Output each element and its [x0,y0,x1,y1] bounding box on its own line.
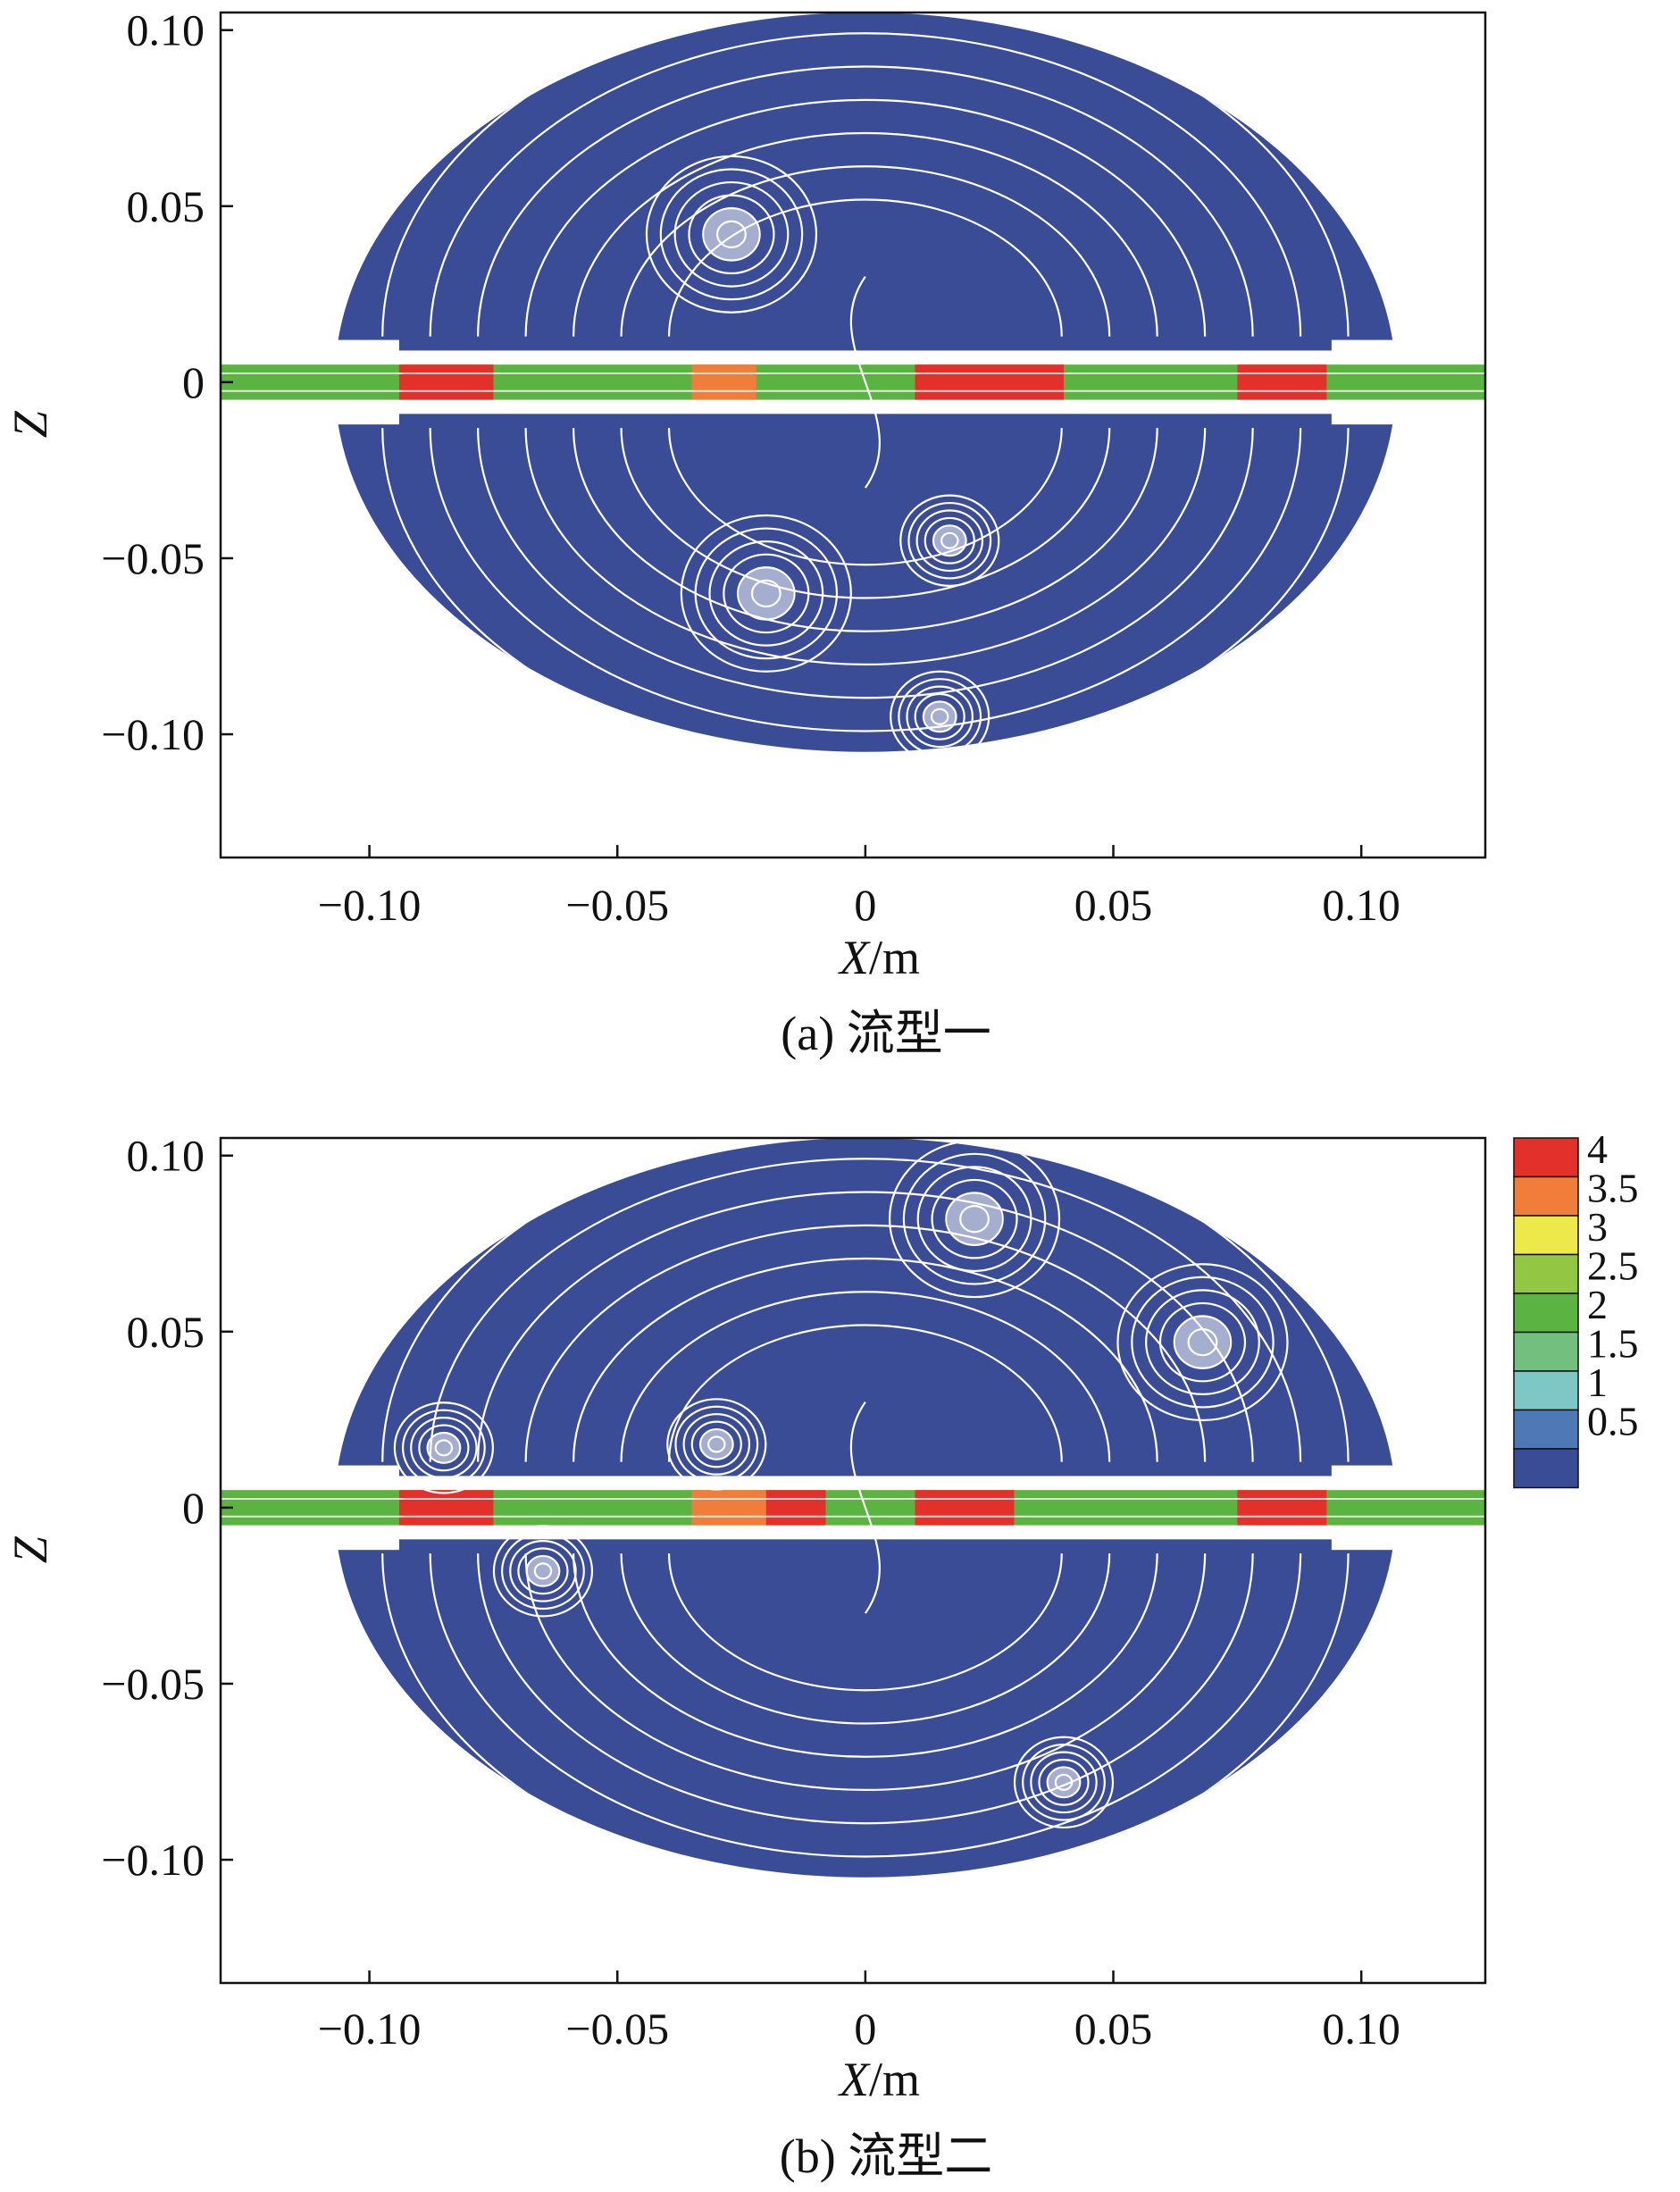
y-tick-label-b-2: 0 [182,1483,205,1533]
streamline-lower-a-1 [381,428,1350,752]
colorbar-swatch-5 [1513,1331,1579,1372]
colorbar-swatch-3 [1513,1253,1579,1294]
jet-band-b-4 [1237,1490,1327,1526]
streamlines-a [381,13,1350,752]
y-tick-label-b-0: 0.10 [127,1131,205,1181]
x-tick-label-a-4: 0.10 [1322,880,1400,930]
jet-band-a-2 [915,364,1064,400]
x-tick-label-b-2: 0 [854,2004,876,2054]
streamline-lower-b-2 [429,1553,1302,1858]
vortex-b-4 [492,1525,594,1618]
jet-band-b-1 [691,1490,766,1526]
axes-frame-a [219,11,1487,859]
streamline-lower-b-3 [477,1553,1254,1824]
center-streamline-a [849,275,882,489]
streamline-upper-b-1 [381,1138,1350,1462]
streamline-upper-b-2 [429,1158,1302,1462]
x-tick-label-b-4: 0.10 [1322,2004,1400,2054]
colorbar-legend: 43.532.521.510.5 [1513,1126,1639,1489]
y-tick-label-a-1: 0.05 [127,181,205,231]
y-tick-label-a-2: 0 [182,357,205,407]
streamline-lower-a-4 [524,428,1207,666]
y-tick-label-b-1: 0.05 [127,1307,205,1357]
x-tick-label-a-3: 0.05 [1074,880,1153,930]
streamline-lower-a-2 [429,428,1302,732]
colorbar-label-0: 4 [1587,1126,1608,1172]
vortex-b-5 [1013,1736,1115,1829]
colorbar-swatch-0 [1513,1137,1579,1178]
streamline-upper-b-6 [620,1291,1111,1462]
caption-b: (b) 流型二 [780,2129,992,2183]
x-tick-label-a-0: −0.10 [318,880,422,930]
x-tick-label-a-1: −0.05 [565,880,669,930]
colorbar-label-5: 1.5 [1587,1321,1639,1367]
y-tick-label-b-3: −0.05 [101,1659,205,1709]
streamline-upper-a-5 [572,132,1158,337]
streamline-lower-a-6 [620,428,1111,599]
y-axis-label-a: Z [4,410,57,438]
colorbar-label-4: 2 [1587,1282,1608,1327]
streamline-lower-b-4 [524,1553,1207,1792]
panel-a: −0.10 −0.05 0 0.05 0.10 0.10 0.05 0 −0.05 −0.10 X/… [4,5,1487,1060]
streamline-lower-a-7 [667,428,1063,565]
colorbar-swatch-4 [1513,1293,1579,1334]
colorbar-label-2: 3 [1587,1204,1608,1250]
vortex-b-3 [393,1401,494,1494]
streamline-upper-a-1 [381,13,1350,337]
streamline-upper-b-7 [667,1324,1063,1462]
center-streamline-b [849,1401,882,1614]
y-tick-label-a-0: 0.10 [127,5,205,55]
vortex-a-3 [890,670,990,752]
streamline-lower-a-5 [572,428,1158,632]
vortex-a-1 [680,514,852,673]
x-axis-label-b: X/m [838,2053,920,2106]
plot-area-a: −0.10 −0.05 0 0.05 0.10 0.10 0.05 0 −0.05 −0.10 X/… [4,5,1487,984]
colorbar-swatch-7 [1513,1409,1579,1450]
jet-band-b-3 [915,1490,1015,1526]
jet-band-a-3 [1237,364,1327,400]
colorbar-swatch-2 [1513,1215,1579,1256]
colorbar-label-7: 0.5 [1587,1399,1639,1444]
colorbar-label-6: 1 [1587,1360,1608,1405]
y-tick-label-a-3: −0.05 [101,533,205,583]
streamline-upper-a-2 [429,32,1302,337]
vortex-a-0 [645,155,818,314]
streamlines-b [381,1138,1350,1878]
streamline-lower-b-1 [381,1553,1350,1878]
panel-b: −0.10 −0.05 0 0.05 0.10 0.10 0.05 0 −0.05 −0.10 X/… [4,1131,1487,2183]
x-tick-label-a-2: 0 [854,880,876,930]
jet-band-a-1 [691,364,756,400]
streamline-lower-b-6 [620,1553,1111,1725]
jet-band-b-0 [398,1490,494,1526]
streamline-lower-a-3 [477,428,1254,699]
plot-area-b: −0.10 −0.05 0 0.05 0.10 0.10 0.05 0 −0.05 −0.10 X/… [4,1131,1487,2106]
jet-band-b-2 [765,1490,826,1526]
axes-frame-b [219,1136,1487,1985]
x-axis-label-a: X/m [838,931,920,984]
caption-a: (a) 流型一 [781,1007,990,1060]
colorbar-label-3: 2.5 [1587,1243,1639,1289]
streamline-lower-b-5 [572,1553,1158,1758]
x-tick-label-b-3: 0.05 [1074,2004,1153,2054]
vortex-b-2 [666,1398,767,1491]
colorbar-swatch-6 [1513,1370,1579,1411]
x-tick-label-b-1: −0.05 [565,2004,669,2054]
colorbar-label-1: 3.5 [1587,1166,1639,1211]
vortex-b-1 [1116,1263,1289,1422]
jet-band-a-0 [398,364,494,400]
y-tick-label-a-4: −0.10 [101,709,205,759]
streamline-lower-b-7 [667,1553,1063,1691]
streamline-upper-a-4 [524,98,1207,337]
vortex-a-2 [899,494,1000,587]
y-tick-label-b-4: −0.10 [101,1835,205,1885]
y-axis-label-b: Z [4,1535,57,1563]
colorbar-swatch-8 [1513,1448,1579,1489]
x-tick-label-b-0: −0.10 [318,2004,422,2054]
streamline-upper-a-3 [477,66,1254,337]
streamline-upper-b-4 [524,1224,1207,1462]
colorbar-swatch-1 [1513,1175,1579,1217]
